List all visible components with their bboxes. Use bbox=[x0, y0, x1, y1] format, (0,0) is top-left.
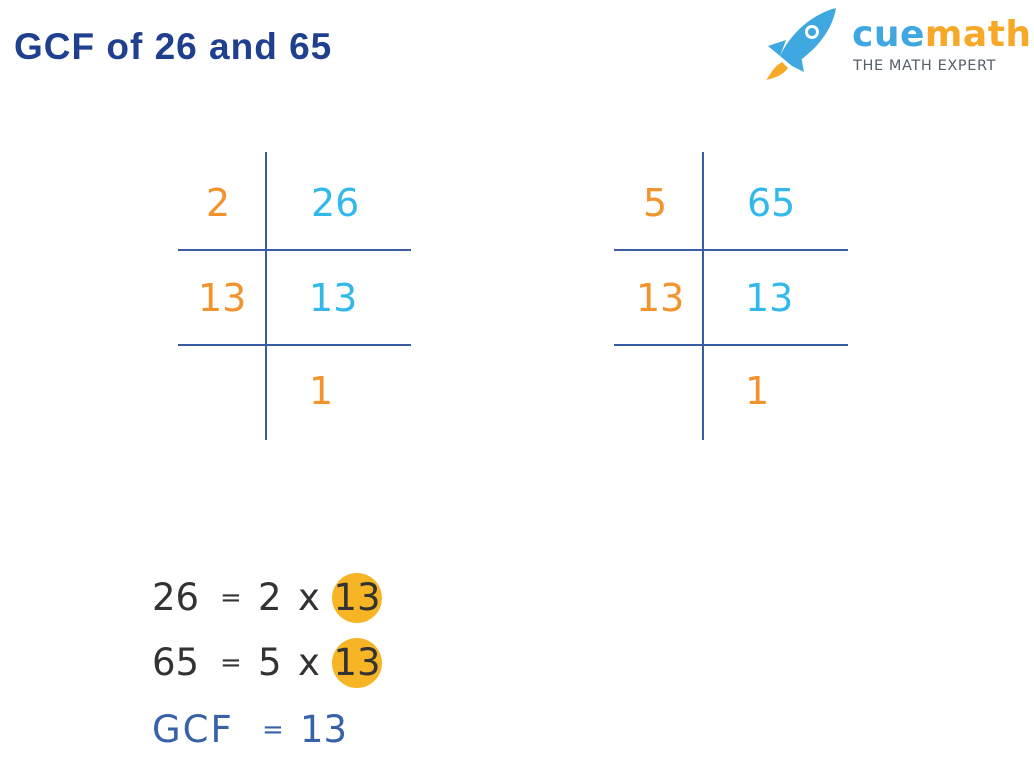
divisor-cell: 13 bbox=[198, 276, 247, 320]
table-horizontal-line bbox=[614, 344, 848, 346]
value-cell: 26 bbox=[311, 181, 360, 225]
value-cell: 65 bbox=[747, 181, 796, 225]
table-horizontal-line bbox=[178, 249, 411, 251]
logo-tagline: THE MATH EXPERT bbox=[853, 58, 997, 74]
prime-factor: 5 bbox=[258, 641, 282, 684]
number: 26 bbox=[152, 576, 200, 619]
table-horizontal-line bbox=[614, 249, 848, 251]
value-cell: 13 bbox=[745, 276, 794, 320]
division-table-26: 2 26 13 13 1 bbox=[178, 152, 418, 442]
table-vertical-line bbox=[702, 152, 704, 440]
rocket-icon bbox=[766, 8, 836, 80]
gcf-value: 13 bbox=[300, 708, 348, 751]
times-sign: x bbox=[298, 641, 320, 684]
value-cell: 13 bbox=[309, 276, 358, 320]
times-sign: x bbox=[298, 576, 320, 619]
equals-sign: = bbox=[220, 648, 242, 678]
prime-factor: 2 bbox=[258, 576, 282, 619]
divisor-cell: 2 bbox=[206, 181, 231, 225]
gcf-label: GCF bbox=[152, 708, 234, 751]
division-table-65: 5 65 13 13 1 bbox=[614, 152, 854, 442]
common-factor-highlight: 13 bbox=[332, 638, 382, 688]
logo-math: math bbox=[924, 14, 1032, 55]
divisor-cell: 13 bbox=[636, 276, 685, 320]
cuemath-logo: cuemath THE MATH EXPERT bbox=[760, 4, 1032, 84]
table-horizontal-line bbox=[178, 344, 411, 346]
equals-sign: = bbox=[262, 715, 284, 745]
equals-sign: = bbox=[220, 583, 242, 613]
common-factor-highlight: 13 bbox=[332, 573, 382, 623]
logo-cue: cue bbox=[852, 14, 925, 55]
number: 65 bbox=[152, 641, 200, 684]
table-vertical-line bbox=[265, 152, 267, 440]
value-cell: 1 bbox=[745, 369, 770, 413]
logo-wordmark: cuemath bbox=[852, 14, 1032, 55]
value-cell: 1 bbox=[309, 369, 334, 413]
page-title: GCF of 26 and 65 bbox=[14, 26, 333, 67]
divisor-cell: 5 bbox=[643, 181, 668, 225]
